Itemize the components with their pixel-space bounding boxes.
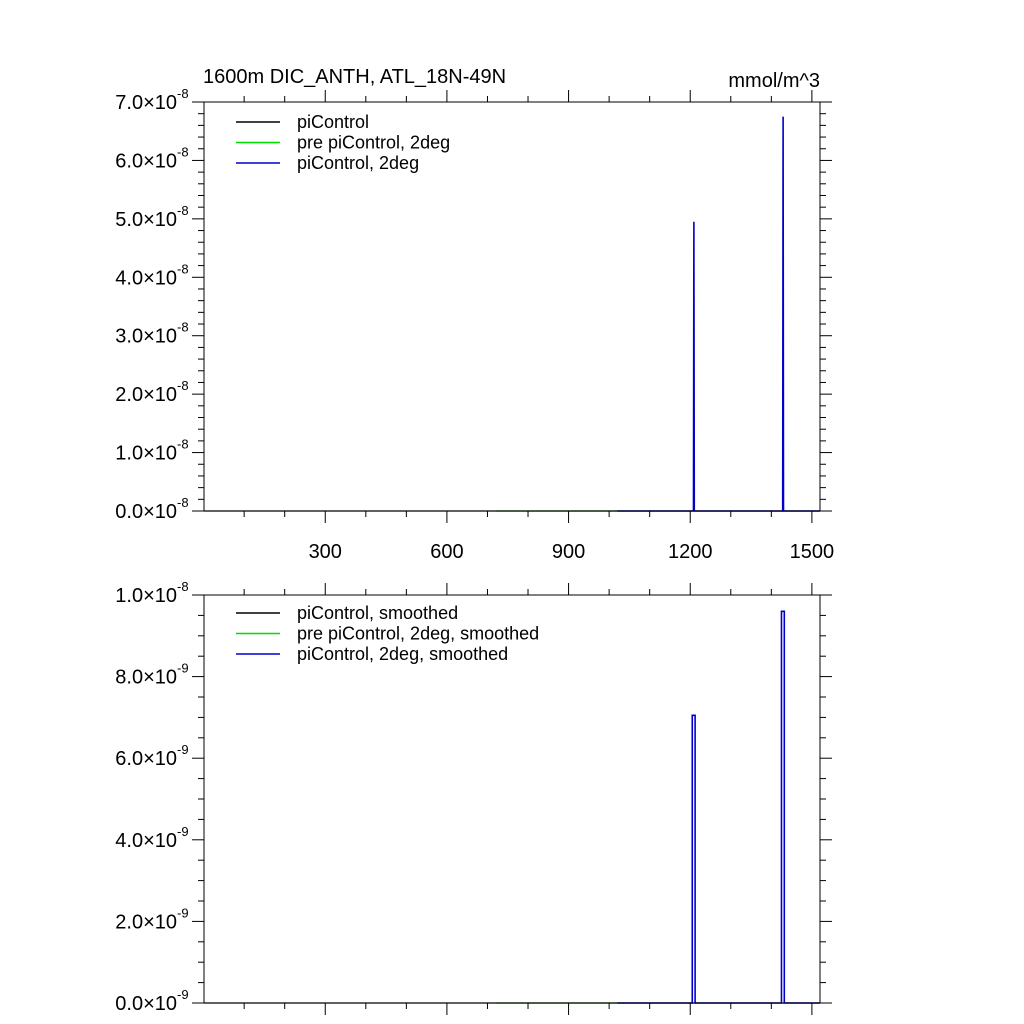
y-tick-exponent: -8	[177, 86, 189, 101]
x-tick-label: 1500	[790, 541, 835, 563]
y-tick-label: 5.0×10	[115, 209, 177, 231]
y-tick-label: 0.0×10	[115, 993, 177, 1015]
x-tick-label: 300	[309, 541, 342, 563]
y-tick-label: 8.0×10	[115, 667, 177, 689]
y-tick-label: 0.0×10	[115, 501, 177, 523]
legend-label: piControl	[297, 112, 369, 132]
y-tick-label: 2.0×10	[115, 911, 177, 933]
y-tick-label: 1.0×10	[115, 585, 177, 607]
y-tick-exponent: -8	[177, 579, 189, 594]
y-tick-label: 4.0×10	[115, 830, 177, 852]
y-tick-label: 6.0×10	[115, 150, 177, 172]
legend-label: piControl, 2deg	[297, 153, 419, 173]
y-tick-label: 2.0×10	[115, 384, 177, 406]
y-tick-label: 1.0×10	[115, 443, 177, 465]
chart-title: 1600m DIC_ANTH, ATL_18N-49N	[203, 66, 506, 88]
series-line-2	[617, 116, 820, 512]
y-tick-exponent: -9	[177, 742, 189, 757]
bottom-plot: 0.0×10 -92.0×10 -94.0×10 -96.0×10 -98.0×10 -9…	[115, 579, 832, 1015]
y-tick-exponent: -9	[177, 824, 189, 839]
plot-frame	[203, 101, 821, 512]
series-line-2	[617, 610, 820, 1004]
y-tick-label: 6.0×10	[115, 748, 177, 770]
y-tick-exponent: -8	[177, 378, 189, 393]
y-tick-exponent: -8	[177, 144, 189, 159]
y-tick-exponent: -9	[177, 661, 189, 676]
y-tick-exponent: -8	[177, 437, 189, 452]
y-tick-exponent: -9	[177, 987, 189, 1002]
legend-label: pre piControl, 2deg	[297, 133, 450, 153]
y-tick-label: 3.0×10	[115, 326, 177, 348]
y-tick-exponent: -8	[177, 261, 189, 276]
x-tick-label: 900	[552, 541, 585, 563]
y-tick-exponent: -8	[177, 495, 189, 510]
y-tick-label: 4.0×10	[115, 267, 177, 289]
legend-label: piControl, 2deg, smoothed	[297, 644, 508, 664]
x-tick-label: 1200	[668, 541, 713, 563]
y-tick-exponent: -9	[177, 905, 189, 920]
y-tick-exponent: -8	[177, 203, 189, 218]
x-tick-label: 600	[430, 541, 463, 563]
legend-label: piControl, smoothed	[297, 603, 458, 623]
y-tick-exponent: -8	[177, 320, 189, 335]
y-tick-label: 7.0×10	[115, 92, 177, 114]
units-label: mmol/m^3	[728, 70, 820, 92]
legend-label: pre piControl, 2deg, smoothed	[297, 624, 539, 644]
